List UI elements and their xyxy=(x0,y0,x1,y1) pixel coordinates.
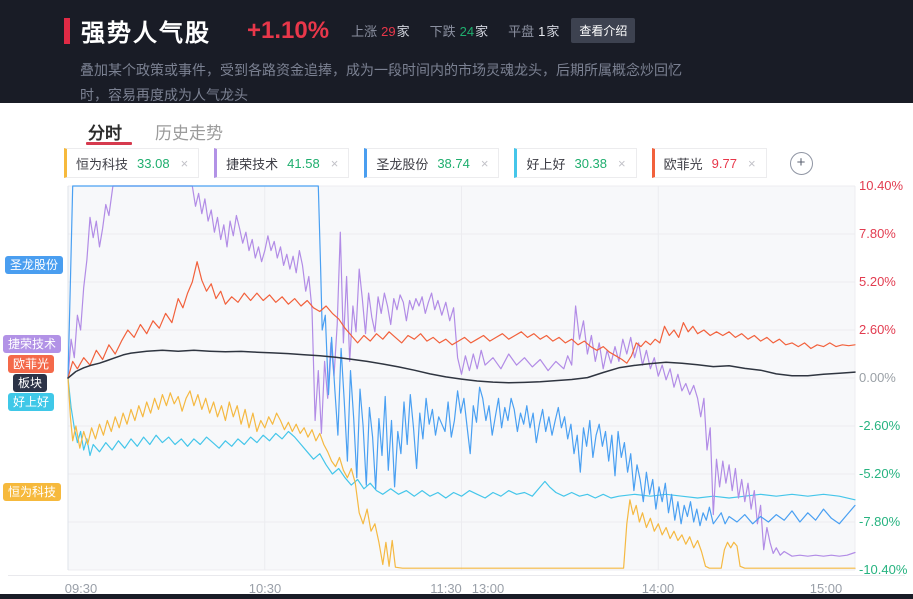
chart-canvas[interactable] xyxy=(0,180,913,599)
y-axis-label: 7.80% xyxy=(859,226,896,241)
add-stock-button[interactable]: + xyxy=(789,151,813,175)
x-axis-label: 09:30 xyxy=(64,581,98,596)
badge-bankuai: 板块 xyxy=(13,374,48,392)
view-intro-button[interactable]: 查看介绍 xyxy=(571,18,636,43)
title-accent-bar xyxy=(64,17,70,44)
stat-advancers: 上涨 29家 xyxy=(351,21,410,40)
close-icon[interactable]: × xyxy=(180,155,189,171)
stat-value: 24 xyxy=(459,24,475,39)
x-axis-label: 10:30 xyxy=(248,581,282,596)
chip-oufeiguang[interactable]: 欧菲光 9.77 × xyxy=(651,148,767,178)
x-axis-label: 13:00 xyxy=(471,581,505,596)
y-axis-label: -2.60% xyxy=(859,418,901,433)
tab-history[interactable]: 历史走势 xyxy=(155,124,223,143)
chip-jierong-jishu[interactable]: 捷荣技术 41.58 × xyxy=(214,148,350,178)
y-axis-label: 10.40% xyxy=(859,178,904,193)
x-axis-label: 14:00 xyxy=(641,581,675,596)
stock-chips-row: 恒为科技 33.08 × 捷荣技术 41.58 × 圣龙股份 38.74 × 好上好 30.3… xyxy=(64,148,813,178)
tab-intraday[interactable]: 分时 xyxy=(88,124,122,143)
market-stats: 上涨 29家 下跌 24家 平盘 1家 xyxy=(351,21,559,40)
page-title: 强势人气股 xyxy=(81,20,211,47)
header: 强势人气股 +1.10% 上涨 29家 下跌 24家 平盘 1家 查看介绍 叠加某个政… xyxy=(0,0,913,103)
y-axis-label: 0.00% xyxy=(859,370,896,385)
board-description: 叠加某个政策或事件，受到各路资金追捧，成为一段时间内的市场灵魂龙头，后期所属概念… xyxy=(80,58,913,108)
board-change-percent: +1.10% xyxy=(247,16,330,44)
stat-unchanged: 平盘 1家 xyxy=(508,21,559,40)
badge-haoshanghao: 好上好 xyxy=(8,393,55,411)
x-axis-label: 11:30 xyxy=(430,581,462,596)
chip-stock-name: 捷荣技术 xyxy=(226,156,279,172)
y-axis-label: 5.20% xyxy=(859,274,896,289)
chip-stock-price: 33.08 xyxy=(137,155,170,171)
chip-hengwei-keji[interactable]: 恒为科技 33.08 × xyxy=(64,148,200,178)
description-line-1: 叠加某个政策或事件，受到各路资金追捧，成为一段时间内的市场灵魂龙头，后期所属概念… xyxy=(80,62,682,78)
stat-unit: 家 xyxy=(546,24,560,39)
chip-stock-price: 41.58 xyxy=(287,155,320,171)
chip-haoshanghao[interactable]: 好上好 30.38 × xyxy=(514,148,637,178)
close-icon[interactable]: × xyxy=(747,155,756,171)
intraday-chart-section[interactable]: 圣龙股份 捷荣技术 欧菲光 板块 好上好 恒为科技 10.40% 7.80% 5… xyxy=(0,170,913,599)
chip-stock-name: 圣龙股份 xyxy=(376,156,429,172)
header-top-row: 强势人气股 +1.10% 上涨 29家 下跌 24家 平盘 1家 查看介绍 xyxy=(0,0,913,48)
chip-stock-price: 9.77 xyxy=(711,155,737,171)
stat-decliners: 下跌 24家 xyxy=(430,21,489,40)
stat-value: 29 xyxy=(381,24,396,39)
y-axis-label: -10.40% xyxy=(859,562,908,577)
stat-value: 1 xyxy=(538,24,546,39)
stat-unit: 家 xyxy=(396,24,410,39)
stat-unit: 家 xyxy=(475,24,489,39)
close-icon[interactable]: × xyxy=(618,155,626,171)
stat-label: 下跌 xyxy=(429,24,456,39)
y-axis-label: -7.80% xyxy=(859,514,901,529)
y-axis-label: -5.20% xyxy=(859,466,901,481)
description-line-2: 时，容易再度成为人气龙头 xyxy=(80,87,248,103)
bottom-bar xyxy=(0,594,913,599)
stat-label: 上涨 xyxy=(351,24,378,39)
badge-shenglong-gufen: 圣龙股份 xyxy=(5,256,64,274)
badge-jierong-jishu: 捷荣技术 xyxy=(3,335,62,353)
x-axis-line xyxy=(8,575,905,576)
chip-stock-price: 38.74 xyxy=(437,155,470,171)
chip-stock-name: 欧菲光 xyxy=(663,156,703,172)
stat-label: 平盘 xyxy=(508,24,535,39)
x-axis-label: 15:00 xyxy=(809,581,843,596)
close-icon[interactable]: × xyxy=(480,155,489,171)
chip-stock-name: 好上好 xyxy=(526,156,566,172)
badge-oufeiguang: 欧菲光 xyxy=(8,355,55,373)
active-tab-underline xyxy=(86,142,132,145)
y-axis-label: 2.60% xyxy=(859,322,896,337)
close-icon[interactable]: × xyxy=(330,155,339,171)
chart-tabs: 分时 历史走势 xyxy=(88,119,223,144)
badge-hengwei-keji: 恒为科技 xyxy=(3,483,62,501)
chip-stock-price: 30.38 xyxy=(574,155,608,171)
chip-shenglong-gufen[interactable]: 圣龙股份 38.74 × xyxy=(364,148,500,178)
chip-stock-name: 恒为科技 xyxy=(76,156,129,172)
